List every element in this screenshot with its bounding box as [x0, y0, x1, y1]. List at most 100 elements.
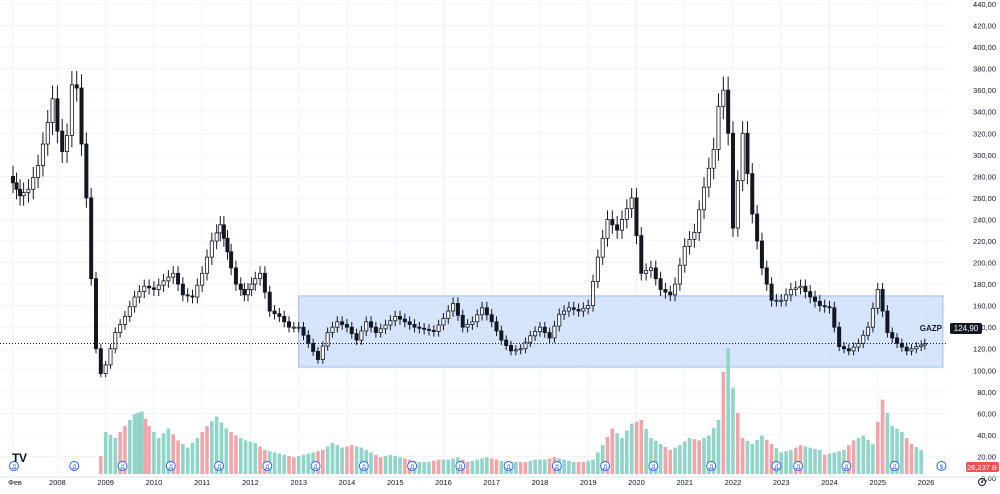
- time-tick-label: 2022: [725, 478, 742, 487]
- event-marker[interactable]: Д: [455, 461, 466, 472]
- event-marker[interactable]: Д: [165, 461, 176, 472]
- candle-up: [325, 332, 330, 347]
- candle-up: [137, 291, 142, 298]
- candle-down: [813, 296, 818, 302]
- last-price-value: 124,90: [954, 324, 979, 333]
- candle-up: [740, 132, 745, 182]
- price-tick-label: 340,00: [973, 108, 996, 117]
- event-marker[interactable]: Д: [551, 461, 562, 472]
- event-marker[interactable]: Д: [117, 461, 128, 472]
- candle-up: [687, 238, 692, 247]
- volume-bar: [793, 447, 798, 474]
- volume-bar: [229, 432, 233, 474]
- volume-bar: [330, 442, 335, 474]
- event-marker[interactable]: Д: [771, 461, 782, 472]
- price-candles: [10, 71, 927, 378]
- event-marker[interactable]: Д: [648, 461, 659, 472]
- volume-bar: [176, 440, 180, 474]
- candle-down: [340, 321, 345, 325]
- svg-text:T: T: [12, 451, 20, 465]
- price-tick-label: 380,00: [973, 65, 996, 74]
- event-marker[interactable]: Д: [841, 461, 852, 472]
- event-marker[interactable]: Д: [503, 461, 514, 472]
- event-marker[interactable]: Д: [8, 461, 19, 472]
- volume-bar: [803, 446, 808, 474]
- event-marker-letter: Д: [120, 464, 125, 471]
- time-axis[interactable]: Фев 2008 2009 2010 2011 2012 2013 2014 2015 2016 2…: [0, 476, 1000, 489]
- candle-up: [171, 272, 176, 278]
- volume-bar: [388, 454, 393, 474]
- time-tick-label: 2024: [821, 478, 838, 487]
- price-tick-label: 160,00: [973, 302, 996, 311]
- volume-bar: [136, 412, 141, 474]
- volume-bar: [846, 445, 851, 474]
- candle-down: [653, 267, 658, 280]
- volume-bar: [668, 450, 673, 474]
- candle-down: [504, 339, 509, 346]
- volume-bar: [547, 458, 552, 474]
- candle-down: [571, 307, 576, 310]
- gear-icon[interactable]: [978, 478, 986, 486]
- volume-bar: [707, 435, 711, 474]
- volume-bar: [596, 452, 600, 474]
- candle-up: [45, 122, 50, 145]
- time-tick-label: 2026: [918, 478, 935, 487]
- volume-bar: [451, 458, 455, 474]
- event-marker[interactable]: Д: [214, 461, 225, 472]
- price-tick-label: 60,00: [977, 409, 996, 418]
- event-marker[interactable]: Д: [793, 461, 804, 472]
- event-marker[interactable]: Д: [706, 461, 717, 472]
- volume-bar: [108, 435, 113, 474]
- event-marker[interactable]: Д: [358, 461, 369, 472]
- price-tick-label: 300,00: [973, 151, 996, 160]
- tradingview-logo[interactable]: T V: [12, 451, 27, 465]
- candle-up: [581, 307, 586, 312]
- candle-down: [822, 305, 827, 308]
- candle-up: [132, 296, 137, 308]
- event-marker[interactable]: Д: [889, 461, 900, 472]
- volume-bar: [282, 454, 286, 474]
- candle-down: [262, 272, 267, 293]
- event-marker[interactable]: Д: [407, 461, 418, 472]
- candle-up: [359, 330, 364, 341]
- candle-down: [272, 310, 277, 315]
- event-marker[interactable]: Д: [310, 461, 321, 472]
- volume-bar: [919, 450, 923, 474]
- volume-bar: [166, 428, 171, 474]
- volume-bar: [533, 459, 537, 474]
- price-tick-label: 420,00: [973, 22, 996, 31]
- event-marker-letter: Д: [217, 464, 222, 471]
- volume-bar: [417, 462, 422, 474]
- volume-bar: [697, 440, 701, 474]
- candle-down: [89, 197, 94, 280]
- candle-up: [591, 280, 596, 307]
- candle-down: [895, 337, 900, 344]
- volume-bar: [610, 428, 615, 474]
- event-marker[interactable]: Д: [262, 461, 273, 472]
- candle-up: [214, 232, 219, 242]
- volume-bar: [287, 456, 291, 474]
- candle-down: [542, 326, 547, 333]
- price-tick-label: 100,00: [973, 366, 996, 375]
- dividend-marker[interactable]: $: [936, 461, 947, 472]
- volume-bar: [629, 423, 634, 474]
- volume-bar: [639, 420, 644, 474]
- event-marker[interactable]: Д: [69, 461, 80, 472]
- volume-bar: [306, 453, 311, 474]
- time-tick-label: 2021: [676, 478, 693, 487]
- event-marker[interactable]: Д: [600, 461, 611, 472]
- candle-up: [26, 188, 31, 193]
- range-box[interactable]: [298, 295, 944, 368]
- volume-bar: [301, 454, 306, 474]
- time-tick-label: 2008: [49, 478, 66, 487]
- price-axis[interactable]: 440,00 420,00 400,00 380,00 360,00 340,00 320,…: [950, 0, 1000, 483]
- candle-up: [296, 326, 301, 329]
- candle-down: [755, 213, 760, 242]
- time-axis-bg: [0, 477, 950, 489]
- volume-bar: [383, 456, 388, 474]
- volume-bar: [798, 445, 803, 474]
- candle-down: [484, 307, 489, 316]
- candle-down: [315, 351, 320, 360]
